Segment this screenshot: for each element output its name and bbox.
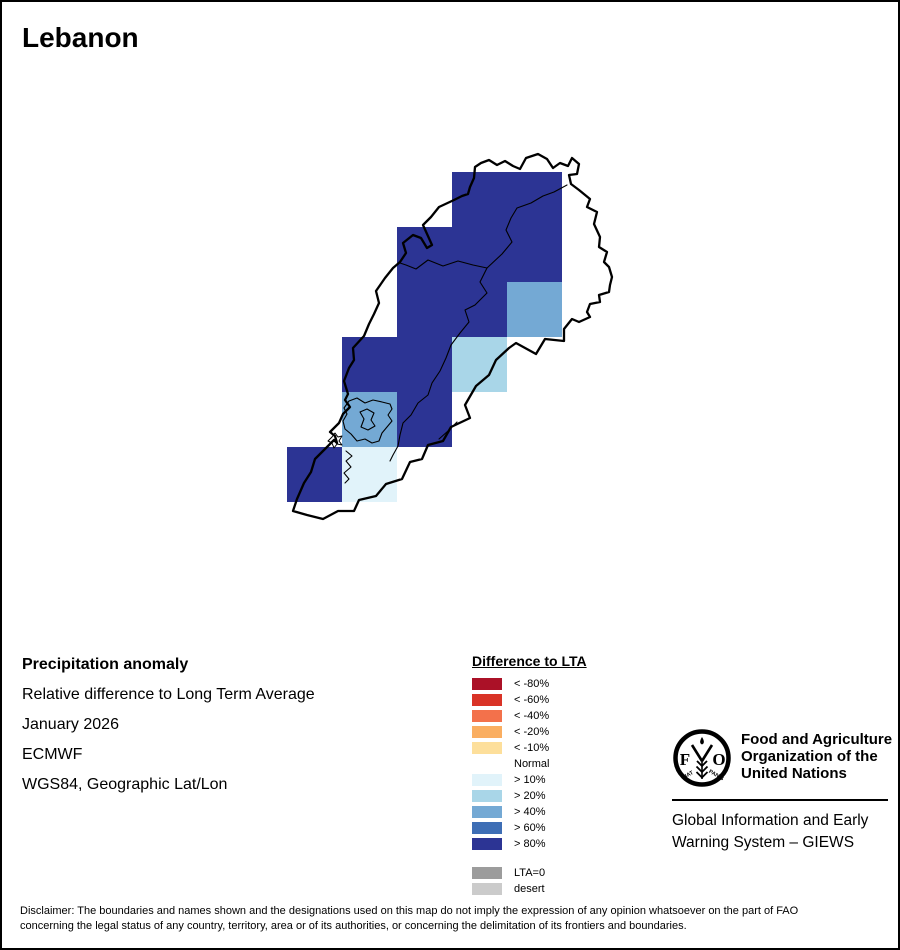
- district-boundary-mount-lebanon-inner: [359, 408, 376, 431]
- legend-row: Normal: [472, 756, 622, 772]
- grid-cell: [507, 172, 562, 227]
- legend-rows: < -80% < -60% < -40% < -20% < -10% Normal > 10…: [472, 676, 622, 897]
- legend-label: < -40%: [514, 710, 550, 722]
- lebanon-map: [287, 152, 614, 521]
- legend-row: > 10%: [472, 772, 622, 788]
- legend-row: > 40%: [472, 804, 622, 820]
- legend-swatch: [472, 867, 502, 879]
- legend-label: < -10%: [514, 742, 550, 754]
- legend-row: < -10%: [472, 740, 622, 756]
- legend-swatch: [472, 678, 502, 690]
- legend-row: < -20%: [472, 724, 622, 740]
- legend-label: desert: [514, 883, 545, 895]
- grid-cell: [397, 282, 452, 337]
- legend-label: < -60%: [514, 694, 550, 706]
- governorate-boundary-sidon: [343, 450, 353, 484]
- legend-swatch: [472, 883, 502, 895]
- map-info-line-method: Relative difference to Long Term Average: [22, 686, 315, 703]
- map-info-line-period: January 2026: [22, 716, 119, 733]
- disclaimer-line-2: concerning the legal status of any count…: [20, 920, 687, 932]
- giews-name: Global Information and Early Warning Sys…: [672, 812, 869, 851]
- legend-row: > 20%: [472, 788, 622, 804]
- map-info-heading: Precipitation anomaly: [22, 656, 189, 673]
- legend-swatch: [472, 822, 502, 834]
- legend-row: < -80%: [472, 676, 622, 692]
- grid-cell: [452, 227, 507, 282]
- legend-label: > 60%: [514, 822, 546, 834]
- svg-text:F: F: [680, 750, 690, 769]
- legend: Difference to LTA < -80% < -60% < -40% < -2…: [472, 653, 622, 897]
- fao-logo-icon: F O FIAT PANIS: [673, 729, 731, 787]
- legend-swatch: [472, 742, 502, 754]
- grid-cell: [452, 172, 507, 227]
- grid-cell: [452, 282, 507, 337]
- legend-label: < -80%: [514, 678, 550, 690]
- governorate-boundary-ridge: [389, 184, 568, 462]
- fao-block: F O FIAT PANIS Food and Agriculture Orga…: [672, 724, 893, 854]
- legend-label: > 10%: [514, 774, 546, 786]
- legend-title: Difference to LTA: [472, 653, 587, 669]
- fao-divider: [672, 799, 888, 801]
- page-title: Lebanon: [22, 22, 139, 53]
- legend-label: > 20%: [514, 790, 546, 802]
- country-border: [291, 152, 614, 521]
- legend-spacer: [472, 852, 622, 865]
- legend-row: < -40%: [472, 708, 622, 724]
- legend-swatch: [472, 774, 502, 786]
- map-info: Precipitation anomaly Relative differenc…: [22, 650, 442, 800]
- legend-swatch: [472, 726, 502, 738]
- svg-text:FIAT: FIAT: [681, 770, 695, 781]
- governorate-boundary-north: [399, 259, 488, 270]
- legend-row: LTA=0: [472, 865, 622, 881]
- legend-label: > 40%: [514, 806, 546, 818]
- legend-row: desert: [472, 881, 622, 897]
- legend-row: > 60%: [472, 820, 622, 836]
- grid-cell: [507, 282, 562, 337]
- legend-row: < -60%: [472, 692, 622, 708]
- grid-cell: [507, 227, 562, 282]
- legend-swatch: [472, 838, 502, 850]
- grid-cell: [287, 447, 342, 502]
- map-info-line-source: ECMWF: [22, 746, 83, 763]
- legend-label: Normal: [514, 758, 550, 770]
- disclaimer-line-1: Disclaimer: The boundaries and names sho…: [20, 905, 799, 917]
- legend-label: > 80%: [514, 838, 546, 850]
- legend-row: > 80%: [472, 836, 622, 852]
- grid-cell: [397, 337, 452, 392]
- district-boundary-mount-lebanon-outer: [342, 397, 393, 444]
- legend-swatch: [472, 806, 502, 818]
- legend-swatch: [472, 710, 502, 722]
- disclaimer: Disclaimer: The boundaries and names sho…: [20, 904, 890, 934]
- legend-swatch: [472, 694, 502, 706]
- legend-label: < -20%: [514, 726, 550, 738]
- legend-label: LTA=0: [514, 867, 546, 879]
- legend-swatch: [472, 758, 502, 770]
- svg-text:O: O: [712, 750, 725, 769]
- map-info-line-projection: WGS84, Geographic Lat/Lon: [22, 776, 228, 793]
- legend-swatch: [472, 790, 502, 802]
- fao-org-name: Food and Agriculture Organization of the…: [741, 731, 893, 782]
